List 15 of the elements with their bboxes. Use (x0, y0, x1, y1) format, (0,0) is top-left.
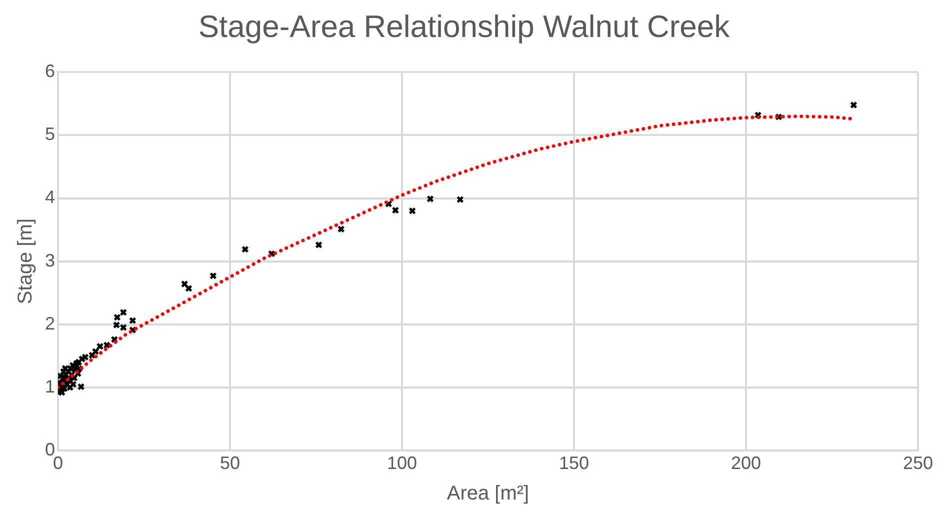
y-tick-label: 5 (44, 124, 56, 144)
x-tick-label: 250 (902, 453, 934, 474)
y-tick-label: 6 (44, 61, 56, 82)
x-axis-title: Area [m²] (446, 482, 530, 505)
y-tick-label: 1 (44, 376, 56, 396)
y-tick-label: 2 (44, 313, 56, 334)
x-tick-label: 150 (558, 453, 590, 474)
x-tick-label: 200 (730, 453, 762, 474)
y-tick-label: 3 (44, 250, 56, 270)
x-tick-label: 50 (220, 453, 240, 474)
chart-title: Stage-Area Relationship Walnut Creek (198, 9, 730, 44)
x-tick-label: 100 (386, 453, 418, 474)
y-axis-title: Stage [m] (14, 218, 37, 304)
y-tick-label: 4 (44, 187, 56, 208)
y-tick-label: 0 (44, 439, 56, 460)
